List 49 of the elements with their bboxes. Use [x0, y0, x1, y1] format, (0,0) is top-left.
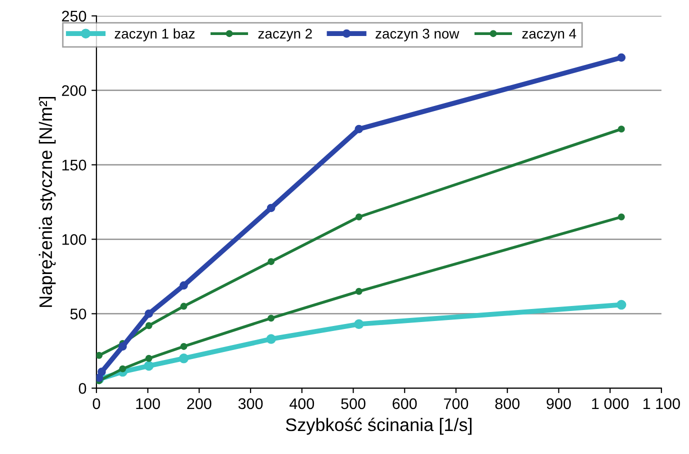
- x-tick-label: 100: [136, 398, 160, 410]
- point: [354, 124, 364, 134]
- legend-label: zaczyn 3 now: [376, 28, 460, 42]
- y-tick-label: 50: [70, 308, 86, 320]
- point: [355, 288, 362, 295]
- point: [354, 319, 364, 329]
- legend-label: zaczyn 2: [258, 28, 312, 42]
- point: [616, 300, 626, 310]
- point: [180, 343, 188, 350]
- x-tick-label: 1 100: [643, 398, 680, 410]
- point: [617, 53, 626, 62]
- point: [119, 365, 126, 372]
- x-tick-label: 300: [238, 398, 263, 410]
- x-tick-label: 400: [290, 398, 314, 410]
- y-tick-label: 0: [78, 383, 86, 394]
- point: [96, 374, 104, 382]
- point: [180, 281, 188, 290]
- legend-label: zaczyn 4: [522, 28, 576, 42]
- point: [144, 310, 154, 318]
- y-tick-label: 100: [62, 234, 86, 245]
- point: [178, 354, 189, 364]
- point: [180, 302, 188, 310]
- x-tick-label: 600: [392, 398, 417, 410]
- point: [618, 126, 625, 133]
- point: [145, 354, 152, 362]
- point: [144, 360, 154, 371]
- point: [268, 258, 275, 266]
- x-tick-label: 900: [546, 398, 571, 410]
- x-tick-label: 0: [92, 398, 100, 410]
- y-tick-label: 150: [62, 160, 86, 170]
- y-tick-label: 250: [62, 10, 86, 22]
- x-tick-label: 1 000: [592, 398, 629, 410]
- point: [266, 334, 276, 344]
- point: [98, 368, 106, 376]
- point: [145, 322, 152, 330]
- x-tick-label: 800: [495, 398, 520, 410]
- point: [618, 213, 625, 220]
- y-axis-title: Naprężenia styczne [N/m²]: [38, 96, 56, 307]
- point: [355, 213, 362, 220]
- y-tick-label: 200: [62, 85, 86, 96]
- x-axis-title: Szybkość ścinania [1/s]: [286, 418, 472, 435]
- x-tick-label: 200: [187, 398, 212, 410]
- x-tick-label: 500: [341, 398, 366, 410]
- legend-label: zaczyn 1 baz: [114, 28, 195, 42]
- point: [118, 342, 127, 351]
- point: [268, 314, 275, 322]
- x-tick-label: 700: [444, 398, 468, 410]
- point: [96, 352, 103, 359]
- point: [266, 204, 276, 212]
